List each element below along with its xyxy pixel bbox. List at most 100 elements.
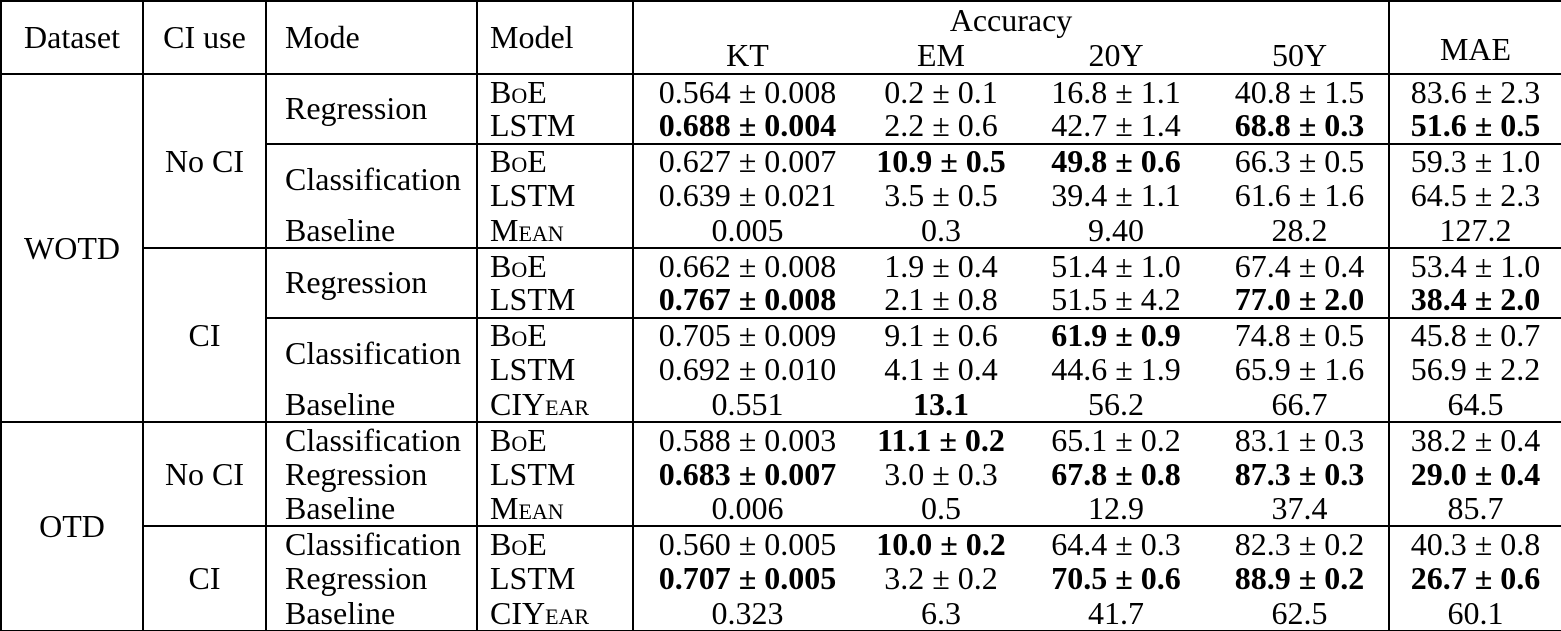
metric-cell-20y: 42.7 ± 1.4 bbox=[1051, 107, 1181, 144]
ci-use-cell: No CI bbox=[142, 73, 266, 248]
metric-cell-50y: 28.2 bbox=[1271, 211, 1328, 248]
metric-cell-em: 3.0 ± 0.3 bbox=[884, 455, 998, 492]
table-row: LSTM 0.692 ± 0.010 4.1 ± 0.4 44.6 ± 1.9 65.9… bbox=[1, 351, 1561, 388]
header-metric-em: EM bbox=[917, 37, 965, 74]
metric-cell-mae: 26.7 ± 0.6 bbox=[1388, 561, 1561, 596]
metric-cell-50y: 66.3 ± 0.5 bbox=[1211, 142, 1390, 179]
metric-cell-20y: 44.6 ± 1.9 bbox=[1051, 351, 1181, 388]
metric-cell-kt: 0.006 bbox=[632, 491, 861, 527]
metric-cell-20y: 65.1 ± 0.2 bbox=[1021, 420, 1211, 457]
header-dataset: Dataset bbox=[24, 19, 120, 56]
table-row: WOTD No CI Regression BoE 0.564 ± 0.008 0.2 ±… bbox=[1, 73, 1561, 422]
metric-cell-mae: 40.3 ± 0.8 bbox=[1388, 525, 1561, 562]
metric-cell-50y: 74.8 ± 0.5 bbox=[1211, 316, 1390, 353]
header-accuracy: Accuracy bbox=[631, 1, 1390, 38]
metric-cell-mae: 29.0 ± 0.4 bbox=[1388, 456, 1561, 492]
metric-cell-50y: 68.8 ± 0.3 bbox=[1234, 107, 1365, 144]
metric-cell-mae: 64.5 ± 2.3 bbox=[1388, 178, 1561, 214]
model-cell: CIYear bbox=[476, 595, 633, 631]
metric-cell-em: 10.9 ± 0.5 bbox=[861, 142, 1021, 179]
metric-cell-mae: 60.1 bbox=[1388, 595, 1561, 631]
metric-cell-em: 2.2 ± 0.6 bbox=[884, 107, 998, 144]
metric-cell-em: 6.3 bbox=[921, 594, 961, 631]
model-cell: LSTM bbox=[476, 178, 633, 214]
metric-cell-50y: 82.3 ± 0.2 bbox=[1211, 525, 1390, 562]
table-row: LSTM 0.767 ± 0.008 2.1 ± 0.8 51.5 ± 4.2 77.0… bbox=[1, 281, 1561, 318]
metric-cell-em: 1.9 ± 0.4 bbox=[861, 246, 1021, 283]
header-metric-20y: 20Y bbox=[1088, 37, 1144, 74]
metric-cell-kt: 0.639 ± 0.021 bbox=[632, 178, 861, 214]
metric-cell-kt: 0.551 bbox=[632, 387, 861, 422]
metric-cell-kt: 0.705 ± 0.009 bbox=[632, 316, 861, 353]
metric-cell-mae: 53.4 ± 1.0 bbox=[1388, 246, 1561, 283]
metric-cell-20y: 51.5 ± 4.2 bbox=[1051, 281, 1181, 318]
table-row: OTD No CI Classification BoE 0.588 ± 0.003 11… bbox=[1, 420, 1561, 631]
metric-cell-20y: 12.9 bbox=[1088, 490, 1144, 527]
header-model: Model bbox=[476, 1, 633, 74]
metric-cell-em: 2.1 ± 0.8 bbox=[884, 281, 998, 318]
metric-cell-50y: 62.5 bbox=[1271, 594, 1328, 631]
metric-cell-20y: 70.5 ± 0.6 bbox=[1051, 560, 1181, 597]
metric-cell-mae: 127.2 bbox=[1388, 213, 1561, 248]
metric-cell-mae: 38.4 ± 2.0 bbox=[1388, 282, 1561, 318]
metric-cell-kt: 0.692 ± 0.010 bbox=[632, 352, 861, 388]
model-cell: LSTM bbox=[476, 282, 633, 318]
mode-cell: Classification bbox=[265, 420, 477, 457]
metric-cell-em: 10.0 ± 0.2 bbox=[861, 525, 1021, 562]
metric-cell-em: 0.3 bbox=[921, 211, 961, 248]
table-row: Regression LSTM 0.683 ± 0.007 3.0 ± 0.3 67.8… bbox=[1, 455, 1561, 492]
model-cell: Mean bbox=[476, 213, 633, 248]
table-header: Dataset CI use Mode Model Accuracy MAE K… bbox=[1, 1, 1561, 74]
metric-cell-em: 0.2 ± 0.1 bbox=[861, 73, 1021, 109]
metric-cell-em: 0.5 bbox=[921, 490, 961, 527]
mode-cell: Regression bbox=[265, 456, 477, 492]
metric-cell-mae: 85.7 bbox=[1388, 491, 1561, 527]
mode-cell: Baseline bbox=[265, 491, 477, 527]
metric-cell-20y: 16.8 ± 1.1 bbox=[1021, 73, 1211, 109]
table-row: Regression LSTM 0.707 ± 0.005 3.2 ± 0.2 70.5… bbox=[1, 561, 1561, 596]
metric-cell-50y: 40.8 ± 1.5 bbox=[1211, 73, 1390, 109]
metric-cell-50y: 88.9 ± 0.2 bbox=[1234, 560, 1365, 597]
metric-cell-20y: 9.40 bbox=[1088, 211, 1144, 248]
metric-cell-kt: 0.588 ± 0.003 bbox=[632, 420, 861, 457]
mode-cell: Baseline bbox=[265, 595, 477, 631]
metric-cell-kt: 0.707 ± 0.005 bbox=[632, 561, 861, 596]
table-row: CI Classification BoE 0.560 ± 0.005 10.0 ± 0… bbox=[1, 525, 1561, 631]
metric-cell-mae: 83.6 ± 2.3 bbox=[1388, 73, 1561, 109]
metric-cell-50y: 87.3 ± 0.3 bbox=[1234, 455, 1365, 492]
mode-cell: Regression bbox=[265, 246, 477, 318]
metric-cell-mae: 56.9 ± 2.2 bbox=[1388, 352, 1561, 388]
metric-cell-50y: 83.1 ± 0.3 bbox=[1211, 420, 1390, 457]
table-row: Baseline Mean 0.006 0.5 12.9 37.4 85.7 bbox=[1, 490, 1561, 527]
metric-cell-50y: 65.9 ± 1.6 bbox=[1234, 351, 1365, 388]
metric-cell-50y: 61.6 ± 1.6 bbox=[1234, 177, 1365, 214]
metric-cell-kt: 0.688 ± 0.004 bbox=[632, 108, 861, 144]
metric-cell-20y: 41.7 bbox=[1088, 594, 1144, 631]
metric-cell-em: 13.1 bbox=[913, 385, 969, 422]
metric-cell-em: 3.5 ± 0.5 bbox=[884, 177, 998, 214]
mode-cell: Classification bbox=[265, 316, 477, 388]
metric-cell-kt: 0.564 ± 0.008 bbox=[632, 73, 861, 109]
mode-cell: Regression bbox=[265, 561, 477, 596]
mode-cell: Regression bbox=[265, 73, 477, 144]
metric-cell-50y: 67.4 ± 0.4 bbox=[1211, 246, 1390, 283]
metric-cell-20y: 64.4 ± 0.3 bbox=[1021, 525, 1211, 562]
header-ci-use: CI use bbox=[142, 1, 266, 74]
table-row: Classification BoE 0.705 ± 0.009 9.1 ± 0.6 6… bbox=[1, 316, 1561, 388]
model-cell: BoE bbox=[476, 420, 633, 457]
metric-cell-em: 9.1 ± 0.6 bbox=[861, 316, 1021, 353]
model-cell: BoE bbox=[476, 73, 633, 109]
model-cell: LSTM bbox=[476, 108, 633, 144]
model-cell: LSTM bbox=[476, 352, 633, 388]
header-metric-50y: 50Y bbox=[1271, 37, 1328, 74]
header-metric-kt: KT bbox=[632, 38, 861, 74]
ci-use-cell: CI bbox=[142, 246, 266, 422]
metric-cell-20y: 56.2 bbox=[1088, 385, 1144, 422]
metric-cell-kt: 0.627 ± 0.007 bbox=[632, 142, 861, 179]
header-mode: Mode bbox=[265, 1, 477, 74]
metric-cell-20y: 49.8 ± 0.6 bbox=[1021, 142, 1211, 179]
metric-cell-50y: 37.4 bbox=[1271, 490, 1328, 527]
header-mae: MAE bbox=[1388, 1, 1561, 74]
